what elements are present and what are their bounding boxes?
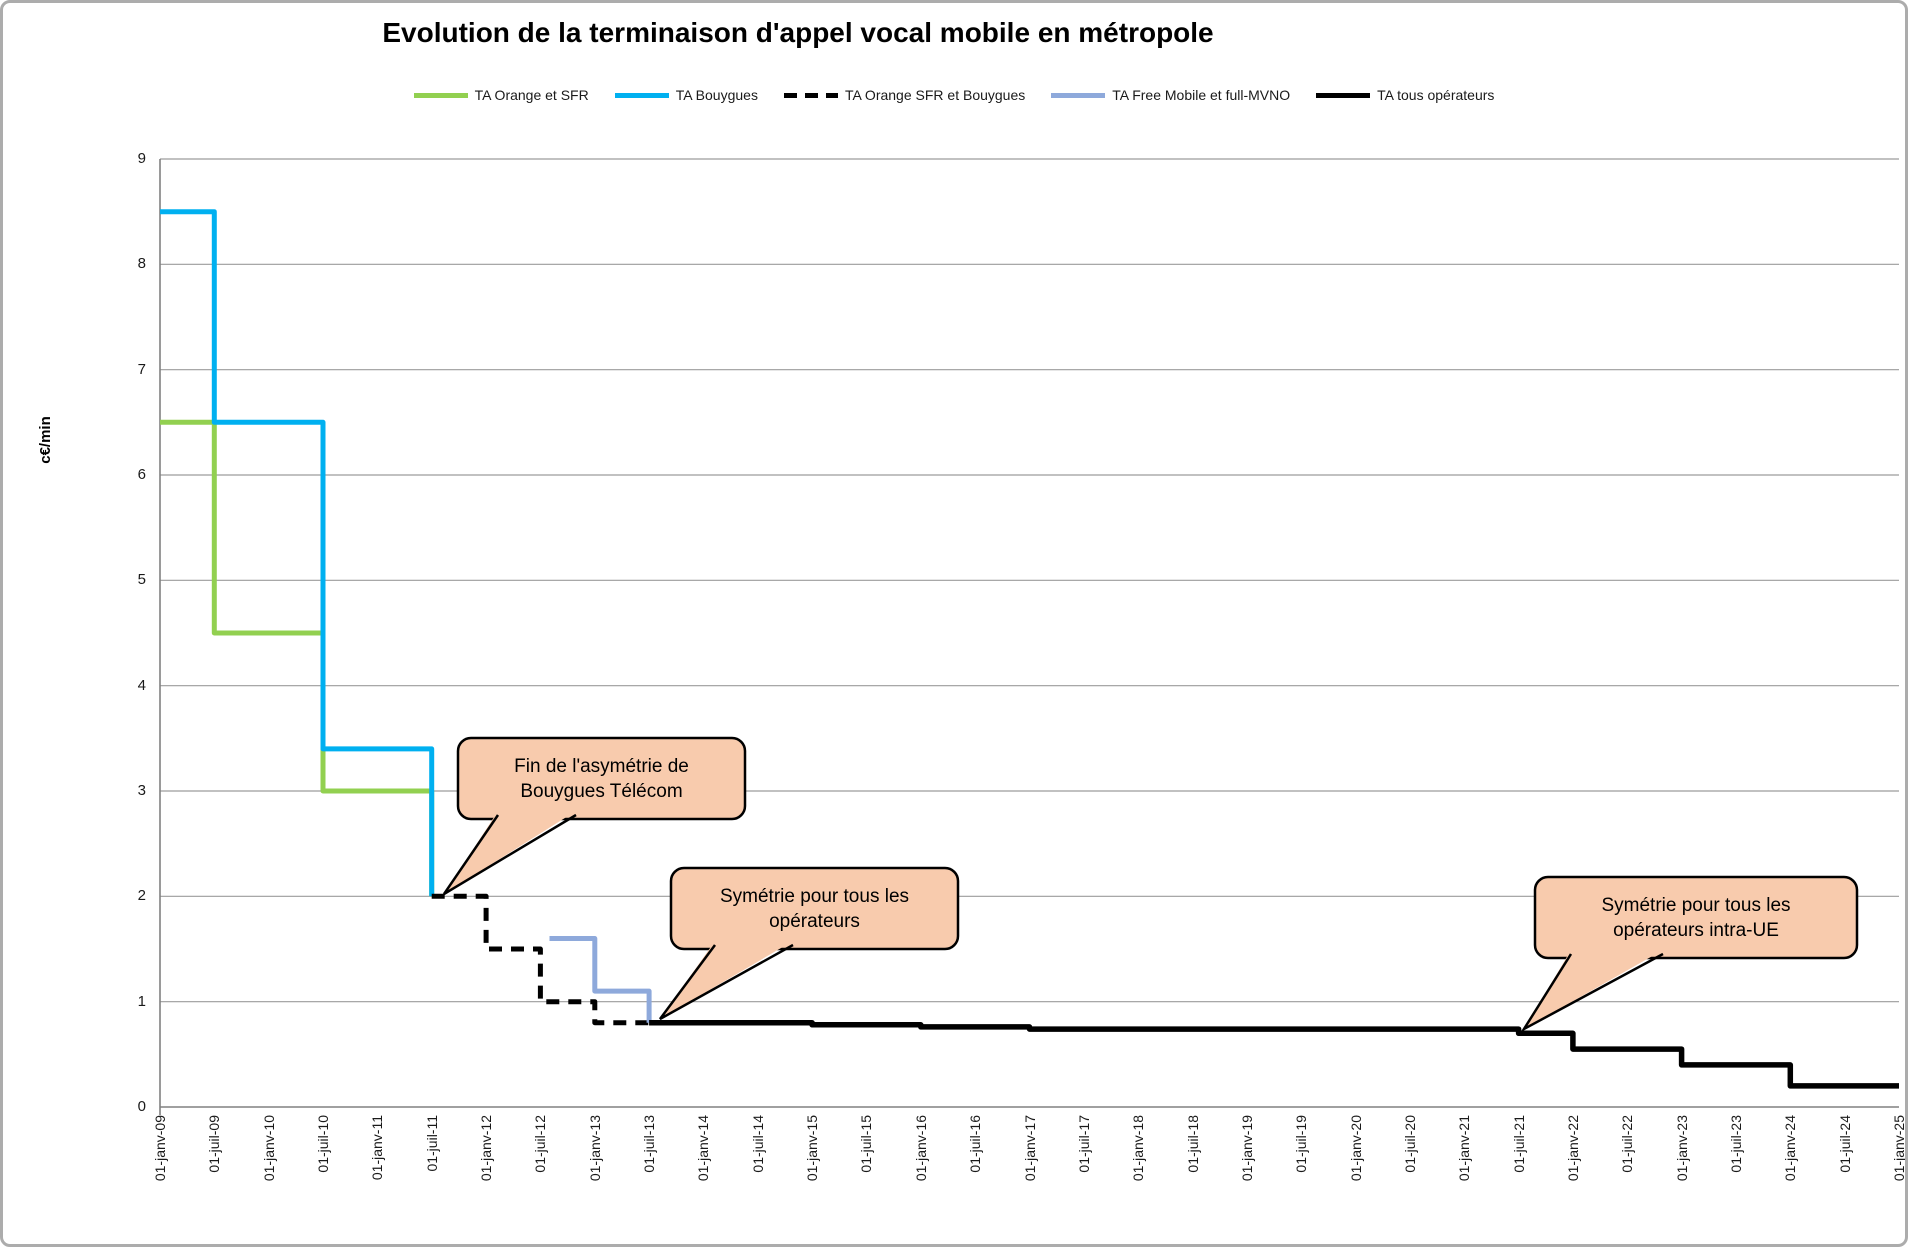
x-tick-label: 01-juil-15 xyxy=(858,1115,875,1173)
series-line-3 xyxy=(549,936,652,1023)
x-tick-label: 01-juil-22 xyxy=(1619,1115,1636,1173)
callout-text-line: Bouygues Télécom xyxy=(520,780,683,802)
y-tick-label: 8 xyxy=(137,255,146,273)
legend-swatch-dashed-line-icon xyxy=(783,92,838,98)
x-tick-label: 01-juil-16 xyxy=(967,1115,984,1173)
callout-text-line: opérateurs intra-UE xyxy=(1613,919,1779,941)
legend-label: TA Free Mobile et full-MVNO xyxy=(1112,87,1291,103)
legend-label: TA Bouygues xyxy=(675,87,758,103)
legend-item-orange-sfr-bouygues: TA Orange SFR et Bouygues xyxy=(783,87,1026,103)
y-tick-label: 6 xyxy=(137,466,146,483)
x-tick-label: 01-janv-25 xyxy=(1891,1115,1907,1182)
y-tick-label: 9 xyxy=(137,150,146,167)
x-tick-label: 01-juil-14 xyxy=(749,1115,766,1173)
x-tick-label: 01-janv-24 xyxy=(1782,1115,1799,1182)
x-tick-label: 01-juil-10 xyxy=(315,1115,332,1173)
callout-tail-outline xyxy=(1520,952,1664,1033)
series-line-4 xyxy=(649,1019,1899,1089)
x-tick-label: 01-janv-12 xyxy=(478,1115,495,1182)
series-line-2 xyxy=(431,893,650,1026)
y-tick-label: 0 xyxy=(137,1098,146,1115)
x-tick-label: 01-janv-09 xyxy=(152,1115,168,1182)
callout-box-1 xyxy=(669,866,960,951)
chart-title: Evolution de la terminaison d'appel voca… xyxy=(382,17,1214,48)
legend-item-tous-operateurs: TA tous opérateurs xyxy=(1316,87,1494,103)
x-tick-label: 01-juil-24 xyxy=(1836,1115,1853,1173)
callout-text-line: opérateurs xyxy=(769,910,860,932)
x-tick-label: 01-janv-22 xyxy=(1564,1115,1581,1182)
x-tick-label: 01-juil-11 xyxy=(423,1115,440,1172)
y-tick-label: 4 xyxy=(137,676,146,694)
x-tick-label: 01-juil-09 xyxy=(206,1115,223,1173)
x-tick-label: 01-janv-17 xyxy=(1021,1115,1038,1182)
callout-bouygues-asymmetry-end: Fin de l'asymétrie de Bouygues Télécom xyxy=(458,738,745,819)
y-tick-label: 3 xyxy=(137,782,146,799)
callout-symmetry-all-operators: Symétrie pour tous les opérateurs xyxy=(671,868,958,949)
x-tick-label: 01-juil-12 xyxy=(532,1115,549,1173)
callout-tail-outline xyxy=(658,943,794,1021)
series-line-0 xyxy=(160,419,435,897)
legend: TA Orange et SFR TA Bouygues TA Orange S… xyxy=(3,87,1905,103)
y-tick-label: 7 xyxy=(137,360,146,378)
legend-item-orange-sfr: TA Orange et SFR xyxy=(413,87,589,103)
legend-swatch-line-icon xyxy=(1316,92,1371,98)
legend-label: TA tous opérateurs xyxy=(1377,87,1495,103)
x-tick-label: 01-janv-14 xyxy=(695,1115,712,1182)
legend-swatch-line-icon xyxy=(413,92,468,98)
x-tick-label: 01-janv-23 xyxy=(1673,1115,1690,1182)
x-tick-label: 01-juil-13 xyxy=(641,1115,658,1173)
x-tick-label: 01-juil-23 xyxy=(1727,1115,1744,1173)
y-tick-label: 2 xyxy=(137,887,146,905)
x-tick-label: 01-janv-21 xyxy=(1456,1115,1473,1182)
x-tick-label: 01-juil-20 xyxy=(1401,1115,1418,1173)
x-tick-label: 01-juil-19 xyxy=(1293,1115,1310,1173)
x-tick-label: 01-janv-16 xyxy=(912,1115,929,1182)
legend-label: TA Orange SFR et Bouygues xyxy=(844,87,1026,103)
callout-symmetry-intra-eu: Symétrie pour tous les opérateurs intra-… xyxy=(1535,877,1857,958)
legend-swatch-line-icon xyxy=(614,92,669,98)
legend-item-bouygues: TA Bouygues xyxy=(614,87,758,103)
x-tick-label: 01-juil-18 xyxy=(1184,1115,1201,1173)
x-tick-label: 01-janv-11 xyxy=(369,1115,386,1181)
legend-swatch-line-icon xyxy=(1051,92,1106,98)
series-line-1 xyxy=(160,209,435,897)
y-tick-label: 5 xyxy=(137,571,146,589)
plot-area xyxy=(159,158,1899,1115)
legend-item-free-mvno: TA Free Mobile et full-MVNO xyxy=(1051,87,1290,103)
callout-box-2 xyxy=(1533,875,1859,960)
callout-box-0 xyxy=(456,736,747,821)
x-tick-label: 01-juil-17 xyxy=(1075,1115,1092,1173)
x-tick-label: 01-janv-13 xyxy=(586,1115,603,1182)
callout-tail-outline xyxy=(442,813,577,896)
callout-text-line: Symétrie pour tous les xyxy=(719,885,910,907)
callout-text-line: Symétrie pour tous les xyxy=(1601,894,1791,916)
x-tick-label: 01-janv-19 xyxy=(1238,1115,1255,1182)
x-tick-label: 01-janv-10 xyxy=(260,1115,277,1182)
legend-label: TA Orange et SFR xyxy=(474,87,589,103)
x-tick-label: 01-janv-15 xyxy=(804,1115,821,1182)
y-tick-label: 1 xyxy=(137,992,146,1010)
callout-text-line: Fin de l'asymétrie de xyxy=(514,755,689,777)
x-tick-label: 01-janv-20 xyxy=(1347,1115,1364,1182)
x-tick-label: 01-juil-21 xyxy=(1510,1115,1527,1173)
x-tick-label: 01-janv-18 xyxy=(1130,1115,1147,1182)
